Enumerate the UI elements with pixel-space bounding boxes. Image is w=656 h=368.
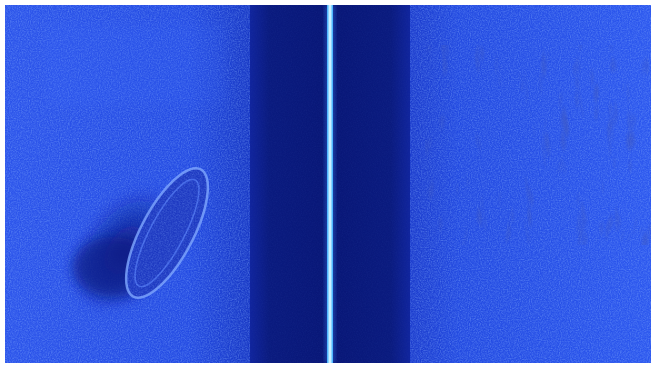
sand-ripples bbox=[425, 45, 651, 245]
sonar-canvas bbox=[5, 5, 651, 363]
nadir-track bbox=[325, 5, 335, 363]
shipwreck-target bbox=[70, 167, 210, 313]
sonar-image bbox=[5, 5, 651, 363]
